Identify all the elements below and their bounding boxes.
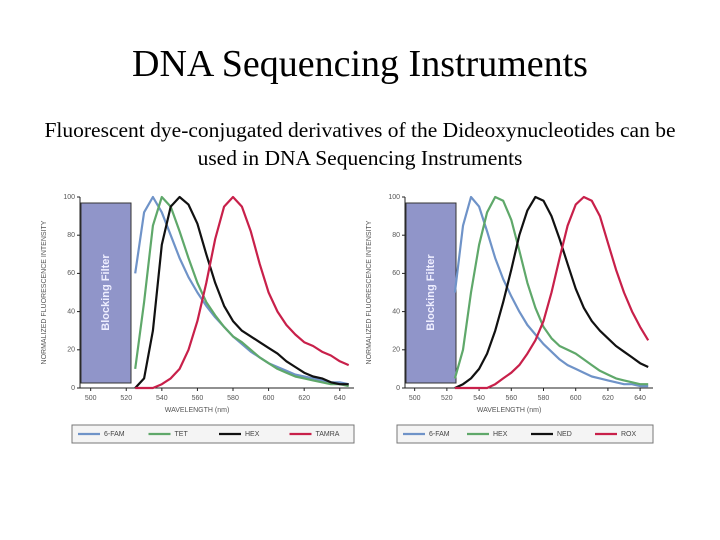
legend-label: TET xyxy=(175,431,189,438)
y-tick-label: 20 xyxy=(67,347,75,354)
y-tick-label: 80 xyxy=(392,232,400,239)
y-tick-label: 80 xyxy=(67,232,75,239)
y-axis-label: NORMALIZED FLUORESCENCE INTENSITY xyxy=(41,220,48,364)
blocking-filter xyxy=(405,202,457,384)
series-line xyxy=(454,195,649,389)
x-tick-label: 540 xyxy=(156,395,168,402)
x-tick-label: 600 xyxy=(263,395,275,402)
legend-box xyxy=(71,424,355,444)
legend-label: TAMRA xyxy=(316,431,340,438)
series-line xyxy=(453,195,649,388)
legend-label: 6-FAM xyxy=(429,431,450,438)
x-tick-label: 560 xyxy=(192,395,204,402)
slide-subtitle: Fluorescent dye-conjugated derivatives o… xyxy=(44,118,676,170)
y-tick-label: 40 xyxy=(67,308,75,315)
legend-label: HEX xyxy=(493,431,508,438)
legend-label: 6-FAM xyxy=(104,431,125,438)
x-tick-label: 640 xyxy=(334,395,346,402)
series-line xyxy=(135,195,350,390)
y-tick-label: 20 xyxy=(392,347,400,354)
series-line xyxy=(453,195,649,386)
series-line xyxy=(134,195,349,389)
legend-label: HEX xyxy=(245,431,260,438)
y-tick-label: 100 xyxy=(63,194,75,201)
chart: Blocking Filter 0 20 40 60 80 100 500 520 540 560 5… xyxy=(366,194,654,444)
y-tick-label: 0 xyxy=(71,385,75,392)
slide-title: DNA Sequencing Instruments xyxy=(132,43,588,85)
x-tick-label: 620 xyxy=(298,395,310,402)
y-tick-label: 0 xyxy=(396,385,400,392)
x-tick-label: 500 xyxy=(409,395,421,402)
x-tick-label: 580 xyxy=(227,395,239,402)
x-tick-label: 620 xyxy=(602,395,614,402)
legend-box xyxy=(396,424,654,444)
y-tick-label: 60 xyxy=(392,270,400,277)
series-line xyxy=(134,195,349,386)
annotation: Blocking Filter xyxy=(425,254,437,331)
x-tick-label: 600 xyxy=(570,395,582,402)
legend-label: ROX xyxy=(621,431,637,438)
y-axis-label: NORMALIZED FLUORESCENCE INTENSITY xyxy=(366,220,373,364)
legend-label: NED xyxy=(557,431,572,438)
x-tick-label: 500 xyxy=(85,395,97,402)
x-tick-label: 520 xyxy=(441,395,453,402)
blocking-filter xyxy=(80,202,132,384)
x-tick-label: 560 xyxy=(505,395,517,402)
x-tick-label: 580 xyxy=(538,395,550,402)
y-tick-label: 60 xyxy=(67,270,75,277)
x-axis-label: WAVELENGTH (nm) xyxy=(165,407,230,414)
x-tick-label: 520 xyxy=(120,395,132,402)
series-line xyxy=(454,195,650,390)
y-tick-label: 100 xyxy=(388,194,400,201)
annotation: Blocking Filter xyxy=(100,254,112,331)
chart: Blocking Filter 0 20 40 60 80 100 500 520 540 560 5… xyxy=(41,194,355,444)
x-tick-label: 640 xyxy=(634,395,646,402)
y-tick-label: 40 xyxy=(392,308,400,315)
x-tick-label: 540 xyxy=(473,395,485,402)
x-axis-label: WAVELENGTH (nm) xyxy=(477,407,542,414)
